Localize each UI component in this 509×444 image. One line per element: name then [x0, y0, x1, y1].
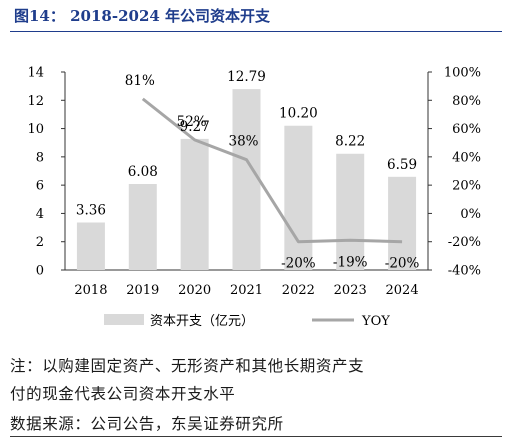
- left-tick-label: 6: [36, 179, 44, 194]
- bar: [336, 153, 365, 270]
- yoy-data-label: 52%: [177, 114, 207, 130]
- left-tick-label: 8: [36, 150, 44, 165]
- data-labels: 3.36 6.08 9.27 12.79 10.20 8.22 6.59 81% 52% 38% -…: [76, 69, 420, 272]
- left-tick-label: 2: [36, 235, 44, 250]
- left-tick-label: 10: [27, 122, 44, 137]
- chart-legend: 资本开支（亿元） YOY: [104, 314, 390, 329]
- bar-data-label: 3.36: [76, 202, 106, 218]
- left-tick-label: 4: [36, 207, 44, 222]
- left-tick-label: 12: [27, 94, 44, 109]
- bar-data-label: 9.27: [180, 119, 210, 135]
- x-tick-label: 2024: [386, 283, 419, 298]
- x-tick-label: 2022: [282, 283, 315, 298]
- x-tick-label: 2021: [230, 283, 263, 298]
- yoy-line-series: [141, 97, 403, 244]
- bar: [128, 184, 157, 270]
- right-tick-label: 60%: [452, 122, 481, 137]
- x-tick-label: 2018: [74, 283, 107, 298]
- yoy-data-label: -20%: [385, 256, 420, 272]
- bar-data-label: 6.59: [387, 157, 417, 173]
- chart-axes: 0 2 4 6 8 10 12 14 -40% -20% 0% 20% 40% 60% 80% 100% 201…: [27, 66, 481, 299]
- bar-series: [76, 89, 417, 270]
- bar: [232, 89, 261, 270]
- right-tick-label: 80%: [452, 94, 481, 109]
- right-tick-label: 40%: [452, 150, 481, 165]
- bar: [388, 176, 417, 270]
- right-tick-label: 20%: [452, 179, 481, 194]
- left-tick-label: 0: [36, 264, 44, 279]
- bar: [76, 222, 105, 270]
- title-divider: [10, 31, 502, 32]
- bar: [284, 125, 313, 270]
- combo-chart: 0 2 4 6 8 10 12 14 -40% -20% 0% 20% 40% 60% 80% 100% 201…: [27, 66, 481, 330]
- bottom-divider: [10, 436, 502, 437]
- right-tick-label: -40%: [448, 264, 481, 279]
- bar-data-label: 10.20: [279, 106, 318, 122]
- x-tick-label: 2019: [126, 283, 159, 298]
- right-tick-label: -20%: [448, 235, 481, 250]
- footnote-line-2: 付的现金代表公司资本开支水平: [10, 385, 236, 403]
- bar: [180, 138, 209, 270]
- left-tick-label: 14: [27, 66, 44, 81]
- figure-title: 图14： 2018-2024 年公司资本开支: [14, 7, 271, 25]
- right-tick-label: 100%: [444, 66, 481, 81]
- yoy-data-label: -19%: [333, 254, 368, 270]
- right-tick-label: 0%: [460, 207, 481, 222]
- source-note: 数据来源：公司公告，东吴证券研究所: [10, 415, 284, 433]
- bar-data-label: 12.79: [227, 69, 266, 85]
- bar-data-label: 6.08: [128, 164, 158, 180]
- yoy-data-label: 38%: [228, 134, 258, 150]
- legend-label-yoy: YOY: [361, 314, 390, 329]
- yoy-data-label: -20%: [281, 256, 316, 272]
- footnote-line-1: 注：以购建固定资产、无形资产和其他长期资产支: [10, 357, 365, 375]
- bar-data-label: 8.22: [335, 134, 365, 150]
- x-tick-label: 2020: [178, 283, 211, 298]
- legend-label-capex: 资本开支（亿元）: [150, 314, 254, 329]
- x-tick-label: 2023: [334, 283, 367, 298]
- yoy-data-label: 81%: [125, 73, 155, 89]
- yoy-line: [141, 97, 403, 244]
- legend-swatch-bar: [104, 314, 144, 325]
